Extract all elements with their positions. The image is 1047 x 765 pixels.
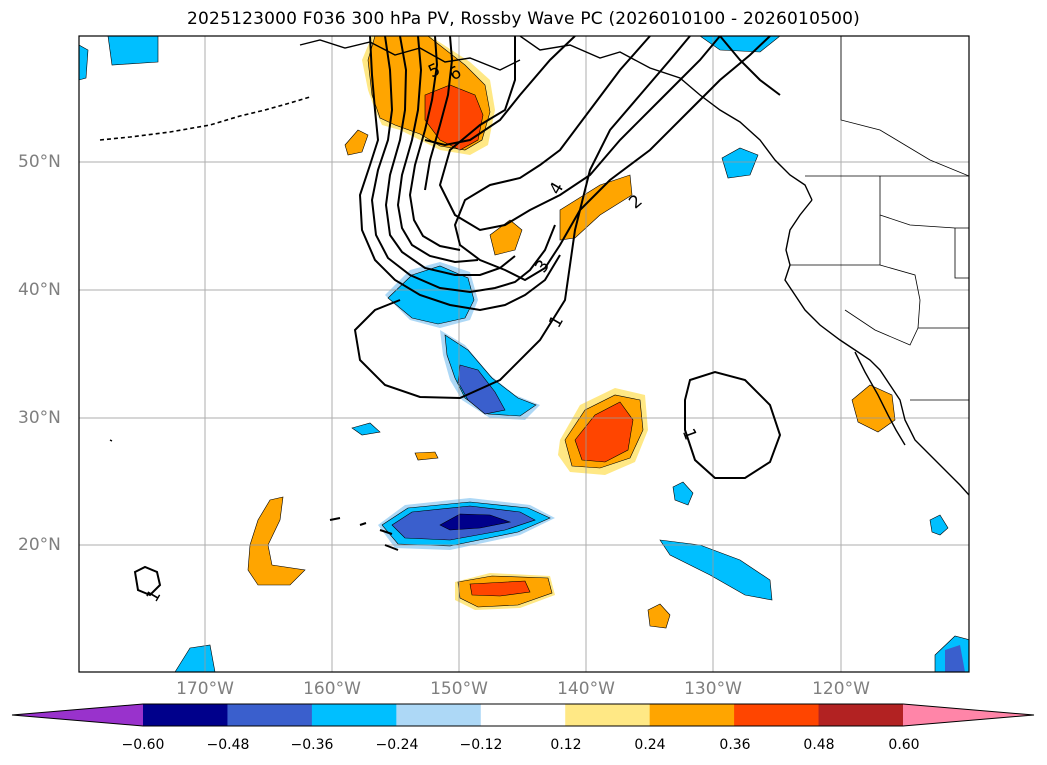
colorbar-swatch	[396, 704, 482, 726]
lon-label: 130°W	[684, 679, 742, 699]
colorbar-swatch	[649, 704, 735, 726]
lat-label: 20°N	[18, 535, 61, 555]
colorbar-tick-label: −0.36	[290, 737, 334, 753]
contour-label: 4	[545, 179, 568, 198]
colorbar-swatch	[734, 704, 820, 726]
alaska-coast	[299, 36, 813, 201]
lat-label: 50°N	[18, 152, 61, 172]
contour-1	[353, 36, 781, 400]
colorbar-tick-label: 0.48	[803, 737, 835, 753]
pv-anomaly-fields	[79, 36, 969, 672]
contour-2	[453, 36, 771, 282]
colorbar-tick-label: 0.12	[550, 737, 582, 753]
hawaii-islands	[329, 517, 399, 551]
map-title: 2025123000 F036 300 hPa PV, Rossby Wave …	[187, 9, 860, 29]
colorbar-tick-label: 0.24	[634, 737, 666, 753]
positive-anomaly-north-central	[559, 174, 633, 241]
coastlines	[99, 36, 969, 551]
plot-area: 1 2 3 4 5 6 1 1	[79, 36, 969, 672]
contour-label: 2	[625, 191, 646, 213]
colorbar-extension-low	[12, 704, 143, 726]
lon-label: 160°W	[303, 679, 361, 699]
lon-label: 120°W	[812, 679, 870, 699]
colorbar-tick-label: −0.60	[121, 737, 165, 753]
colorbar-extension-high	[903, 704, 1034, 726]
positive-anomaly-west	[247, 496, 306, 586]
lon-label: 140°W	[557, 679, 615, 699]
colorbar-tick-label: −0.48	[206, 737, 250, 753]
plot-frame	[78, 35, 970, 673]
graticule	[79, 36, 969, 672]
colorbar-outline	[11, 703, 1035, 727]
colorbar-swatch	[227, 704, 313, 726]
lat-label: 30°N	[18, 408, 61, 428]
contour-closed-west	[133, 565, 162, 597]
colorbar-tick-label: −0.24	[375, 737, 419, 753]
colorbar-swatch	[818, 704, 904, 726]
colorbar-tick-label: 0.60	[888, 737, 920, 753]
colorbar-swatch	[480, 704, 566, 726]
contour-closed-30n-130w	[684, 370, 782, 479]
colorbar-tick-label: 0.36	[719, 737, 751, 753]
lon-label: 170°W	[176, 679, 234, 699]
lon-label: 150°W	[430, 679, 488, 699]
aleutian-west	[109, 439, 113, 442]
lat-label: 40°N	[18, 280, 61, 300]
colorbar-swatch	[311, 704, 397, 726]
colorbar-swatch	[143, 704, 228, 726]
colorbar	[11, 703, 1035, 727]
colorbar-tick-label: −0.12	[459, 737, 503, 753]
pv-contours	[133, 36, 782, 597]
political-borders	[790, 36, 969, 401]
contour-label: 1	[143, 586, 166, 605]
aleutian-islands	[99, 96, 311, 141]
colorbar-swatch	[565, 704, 651, 726]
north-america-west-coast	[784, 199, 969, 496]
baja-california	[854, 351, 906, 446]
